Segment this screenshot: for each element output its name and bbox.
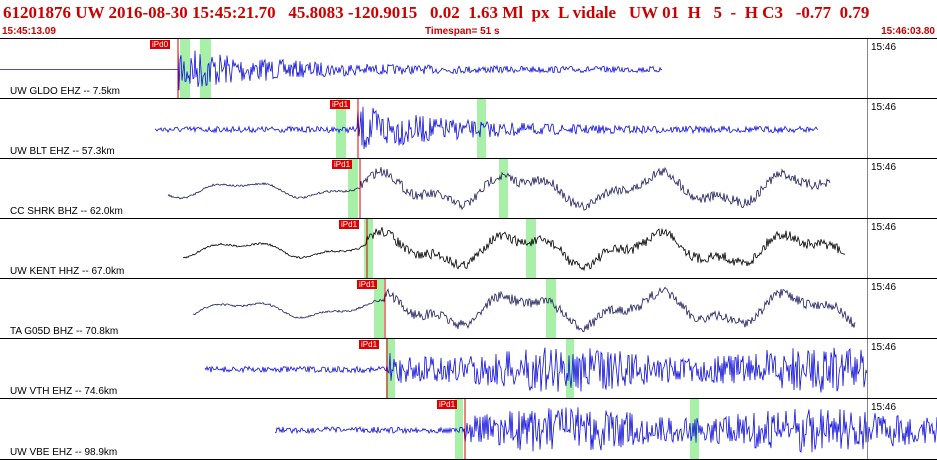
waveform-trace [167, 166, 831, 211]
event-header: 61201876 UW 2016-08-30 15:45:21.70 45.80… [0, 0, 937, 38]
station-label: UW VTH EHZ -- 74.6km [10, 386, 118, 397]
phase-window-band [348, 159, 358, 218]
phase-pick-label[interactable]: iPd1 [339, 220, 360, 229]
waveform-plot [204, 339, 868, 398]
phase-window-band [566, 339, 574, 398]
waveform-trace [274, 407, 937, 453]
station-label: UW KENT HHZ -- 67.0km [10, 266, 125, 277]
time-tick: 15:46 [871, 282, 897, 293]
phase-window-band [499, 159, 508, 218]
time-tick: 15:46 [871, 222, 897, 233]
waveform-plot [0, 39, 663, 98]
divider [867, 339, 868, 398]
time-tick: 15:46 [871, 342, 897, 353]
waveform-plot [183, 219, 846, 278]
window-start-time: 15:45:13.09 [2, 26, 56, 37]
divider [867, 39, 868, 98]
station-label: UW GLDO EHZ -- 7.5km [10, 86, 121, 97]
station-label: TA G05D BHZ -- 70.8km [10, 326, 119, 337]
phase-window-band [455, 399, 463, 459]
time-tick: 15:46 [871, 162, 897, 173]
waveform-trace [154, 106, 819, 150]
divider [867, 399, 868, 459]
phase-pick-label[interactable]: iPd1 [437, 400, 458, 409]
phase-window-band [526, 219, 536, 278]
phase-pick-label[interactable]: iPd0 [150, 40, 171, 49]
seismogram-panels[interactable]: iPd0 15:46 UW GLDO EHZ -- 7.5km iPd1 15:… [0, 38, 937, 460]
waveform-plot [154, 99, 819, 158]
waveform-plot [192, 279, 856, 338]
station-label: UW BLT EHZ -- 57.3km [10, 146, 115, 157]
time-tick: 15:46 [871, 102, 897, 113]
divider [867, 279, 868, 338]
phase-window-band [336, 99, 346, 158]
divider [867, 99, 868, 158]
waveform-plot [167, 159, 831, 218]
waveform-trace [0, 44, 663, 91]
trace-panel[interactable]: iPd1 15:46 UW VBE EHZ -- 98.9km [0, 398, 937, 460]
waveform-trace [204, 347, 868, 393]
phase-window-band [374, 279, 384, 338]
phase-window-band [477, 99, 486, 158]
event-summary: 61201876 UW 2016-08-30 15:45:21.70 45.80… [3, 3, 870, 22]
divider [867, 219, 868, 278]
phase-window-band [546, 279, 556, 338]
divider [867, 159, 868, 218]
trace-panel[interactable]: iPd1 15:46 CC SHRK BHZ -- 62.0km [0, 158, 937, 219]
waveform-trace [192, 286, 856, 333]
phase-pick-label[interactable]: iPd1 [332, 160, 353, 169]
phase-window-band [200, 39, 211, 98]
trace-panel[interactable]: iPd1 15:46 UW KENT HHZ -- 67.0km [0, 218, 937, 279]
phase-pick-label[interactable]: iPd1 [359, 340, 380, 349]
phase-window-band [364, 219, 373, 278]
phase-pick-label[interactable]: iPd1 [357, 280, 378, 289]
trace-panel[interactable]: iPd0 15:46 UW GLDO EHZ -- 7.5km [0, 38, 937, 99]
time-tick: 15:46 [871, 402, 897, 413]
timespan-label: Timespan= 51 s [425, 26, 500, 37]
window-end-time: 15:46:03.80 [881, 26, 935, 37]
station-label: CC SHRK BHZ -- 62.0km [10, 206, 123, 217]
phase-window-band [180, 39, 190, 98]
phase-pick-label[interactable]: iPd1 [330, 100, 351, 109]
trace-panel[interactable]: iPd1 15:46 UW BLT EHZ -- 57.3km [0, 98, 937, 159]
station-label: UW VBE EHZ -- 98.9km [10, 447, 118, 458]
waveform-plot [274, 399, 937, 459]
trace-panel[interactable]: iPd1 15:46 UW VTH EHZ -- 74.6km [0, 338, 937, 399]
waveform-trace [183, 227, 846, 272]
trace-panel[interactable]: iPd1 15:46 TA G05D BHZ -- 70.8km [0, 278, 937, 339]
time-tick: 15:46 [871, 42, 897, 53]
